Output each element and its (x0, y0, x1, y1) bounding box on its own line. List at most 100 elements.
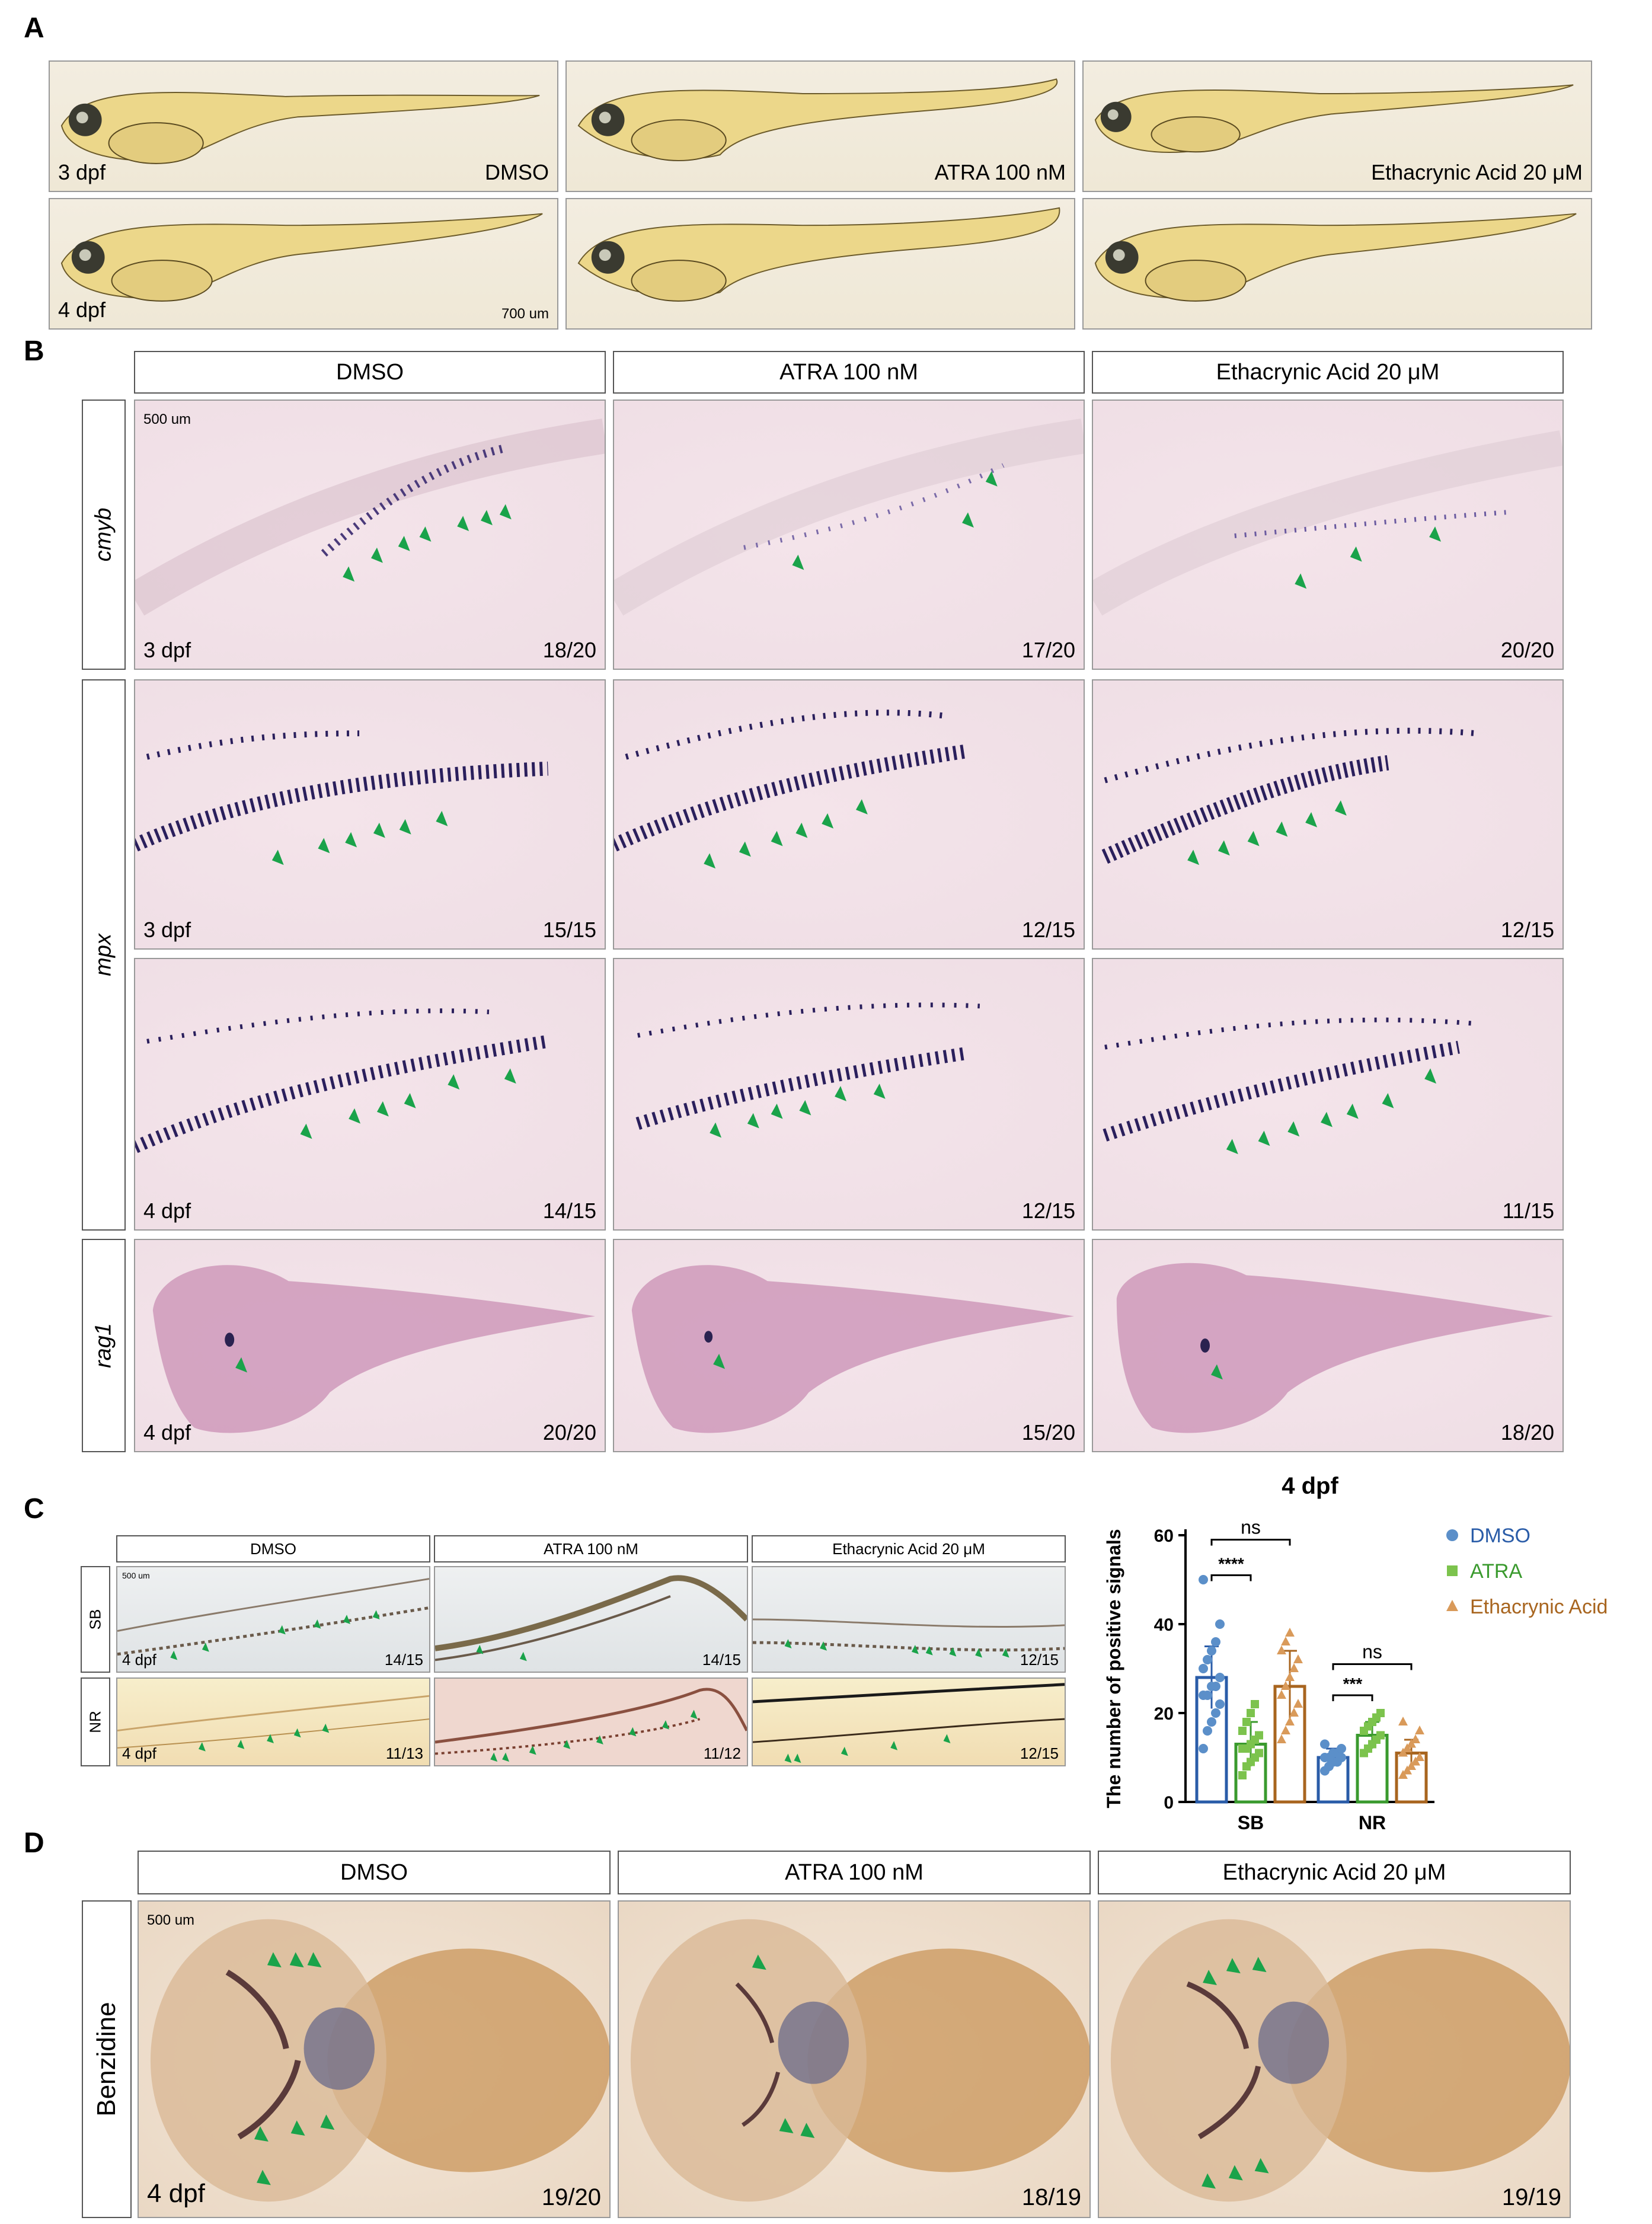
ish-image-mpx4-dmso: 4 dpf 14/15 (134, 958, 606, 1231)
data-point (1285, 1628, 1295, 1637)
benzidine-drawing (150, 1919, 609, 2202)
row-label-text: mpx (91, 934, 116, 976)
fish-image-a-ea-4dpf (1082, 198, 1592, 330)
row-label-text: SB (86, 1609, 104, 1630)
sig-nr-atra-bracket (1332, 1694, 1373, 1701)
data-point (1376, 1731, 1385, 1740)
c-column-header-dmso: DMSO (116, 1535, 430, 1562)
data-point (1281, 1637, 1290, 1645)
panel-label-c: C (24, 1493, 44, 1525)
fish-image-a-ea-3dpf: Ethacrynic Acid 20 μM (1082, 60, 1592, 192)
ish-drawing (635, 1002, 980, 1138)
ish-drawing (614, 418, 1084, 616)
legend-marker (1446, 1529, 1458, 1541)
data-point (1277, 1734, 1286, 1743)
stage-label: 4 dpf (147, 2179, 205, 2208)
count-label: 12/15 (1021, 918, 1075, 942)
fish-image-a-atra-3dpf: ATRA 100 nM (565, 60, 1075, 192)
data-point (1281, 1681, 1290, 1690)
c-image-sb-atra: 14/15 (434, 1566, 748, 1673)
stage-label: 4 dpf (143, 1199, 191, 1223)
data-point (1211, 1682, 1220, 1691)
tail-drawing (435, 1575, 747, 1661)
row-label-rag1: rag1 (82, 1239, 126, 1452)
data-point (1247, 1709, 1255, 1717)
count-label: 12/15 (1020, 1651, 1059, 1669)
row-label-text: rag1 (91, 1322, 116, 1369)
ish-drawing (1103, 1017, 1477, 1155)
treatment-label: DMSO (485, 160, 549, 184)
tail-drawing (753, 1618, 1065, 1658)
data-point (1211, 1708, 1220, 1718)
column-header-ea: Ethacrynic Acid 20 μM (1092, 351, 1564, 394)
d-row-label: Benzidine (82, 1900, 132, 2218)
data-point (1281, 1725, 1290, 1734)
d-image-atra: 18/19 (618, 1900, 1091, 2218)
panel-label-d: D (24, 1827, 44, 1859)
legend-label: ATRA (1470, 1560, 1522, 1583)
y-tick-label: 60 (1154, 1526, 1174, 1546)
count-label: 17/20 (1021, 638, 1075, 662)
treatment-label: ATRA 100 nM (934, 160, 1066, 184)
count-label: 14/15 (702, 1651, 741, 1669)
legend-label: Ethacrynic Acid (1470, 1596, 1608, 1618)
data-point (1238, 1771, 1247, 1779)
data-point (1376, 1709, 1385, 1717)
stage-label: 3 dpf (143, 638, 191, 662)
count-label: 18/20 (542, 638, 596, 662)
data-point (1415, 1725, 1424, 1734)
benzidine-drawing (630, 1919, 1089, 2202)
treatment-label: Ethacrynic Acid 20 μM (1371, 160, 1583, 184)
row-label-text: NR (86, 1711, 104, 1733)
data-point (1203, 1691, 1212, 1700)
tail-drawing (435, 1688, 747, 1762)
count-label: 12/15 (1500, 918, 1554, 942)
d-image-dmso: 500 um 4 dpf 19/20 (138, 1900, 611, 2218)
count-label: 18/20 (1500, 1420, 1554, 1445)
fish-image-a-atra-4dpf (565, 198, 1075, 330)
fish-drawing (60, 213, 543, 302)
data-point (1207, 1717, 1216, 1727)
positive-signals-chart: 4 dpf The number of positive signals 0 20 40… (1103, 1473, 1608, 1833)
legend-marker (1447, 1565, 1458, 1576)
fish-image-a-dmso-4dpf: 4 dpf 700 um (49, 198, 558, 330)
y-tick-label: 40 (1154, 1615, 1174, 1635)
fish-drawing (60, 92, 540, 164)
column-header-dmso: DMSO (134, 351, 606, 394)
ish-image-cmyb-dmso: 500 um 3 dpf 18/20 (134, 400, 606, 670)
stage-label: 4 dpf (122, 1744, 156, 1762)
sig-nr-ea-label: ns (1362, 1641, 1382, 1663)
data-point (1203, 1726, 1212, 1736)
fish-image-a-dmso-3dpf: 3 dpf DMSO (49, 60, 558, 192)
row-label-text: cmyb (91, 507, 116, 562)
data-point (1255, 1731, 1263, 1740)
benzidine-drawing (1110, 1919, 1570, 2202)
sig-nr-atra-label: *** (1343, 1675, 1363, 1693)
data-point (1277, 1645, 1286, 1654)
ish-image-mpx3-ea: 12/15 (1092, 679, 1564, 950)
ish-drawing (614, 710, 969, 869)
column-header-atra: ATRA 100 nM (613, 351, 1085, 394)
data-point (1277, 1690, 1286, 1699)
stage-label: 4 dpf (122, 1651, 156, 1669)
scale-bar-label: 500 um (143, 411, 191, 427)
ish-image-rag1-ea: 18/20 (1092, 1239, 1564, 1452)
c-row-label-nr: NR (81, 1677, 110, 1766)
count-label: 19/19 (1501, 2184, 1561, 2210)
count-label: 12/15 (1020, 1744, 1059, 1762)
tail-drawing (117, 1578, 429, 1660)
data-point (1238, 1727, 1247, 1735)
row-label-cmyb: cmyb (82, 400, 126, 670)
c-image-sb-dmso: 500 um 4 dpf 14/15 (116, 1566, 430, 1673)
ish-drawing (135, 418, 605, 616)
sig-sb-atra-label: **** (1218, 1555, 1244, 1573)
d-image-ea: 19/19 (1098, 1900, 1571, 2218)
ish-image-mpx3-atra: 12/15 (613, 679, 1085, 950)
data-point (1293, 1699, 1303, 1708)
sig-nr-ea-bracket (1332, 1663, 1413, 1670)
d-column-header-dmso: DMSO (138, 1851, 611, 1894)
sig-sb-ea-label: ns (1241, 1517, 1261, 1538)
data-point (1215, 1619, 1225, 1629)
tail-drawing (117, 1695, 429, 1752)
panel-label-b: B (24, 335, 44, 367)
